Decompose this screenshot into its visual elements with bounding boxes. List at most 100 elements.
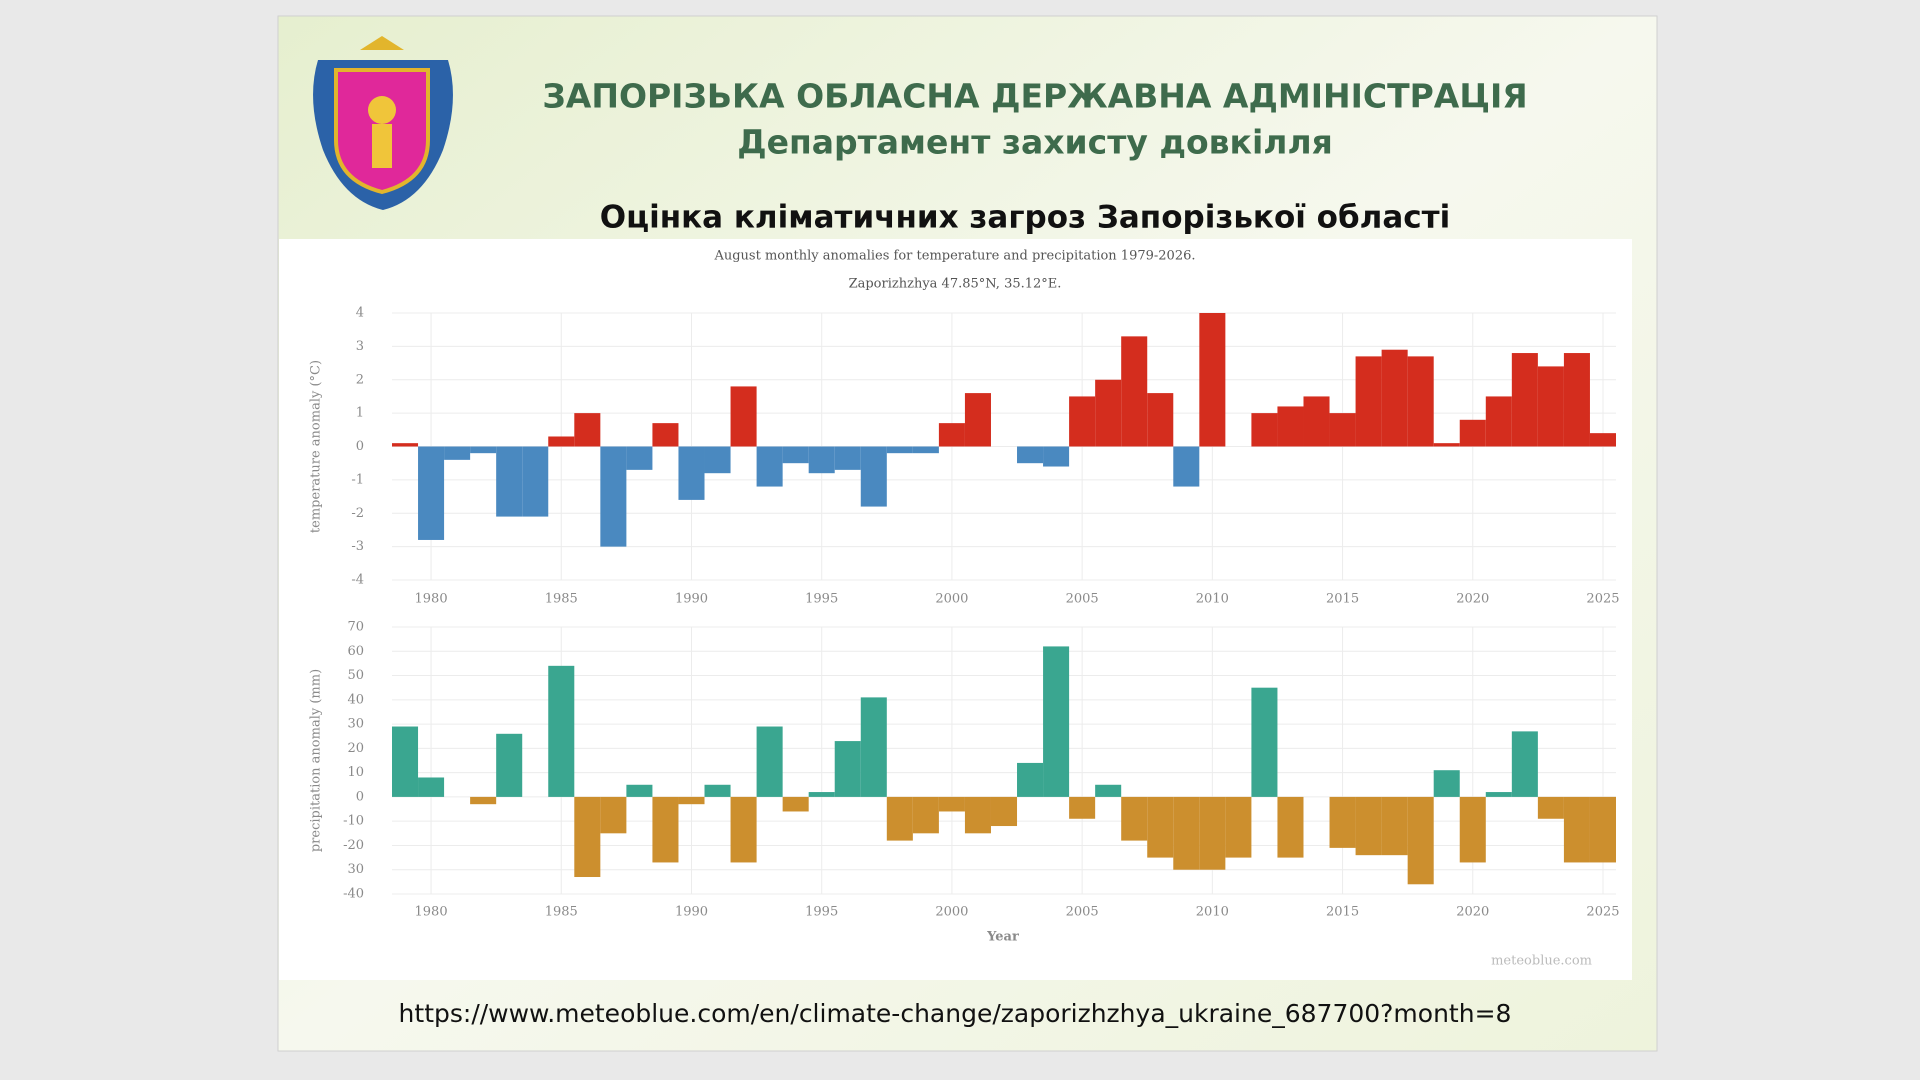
bar — [1537, 796, 1564, 819]
bar — [1563, 353, 1590, 447]
bar — [626, 784, 653, 797]
y-tick-label: 3 — [356, 339, 364, 354]
bar — [548, 436, 575, 447]
x-tick-label: 1980 — [415, 592, 448, 607]
y-tick-label: 2 — [356, 372, 364, 387]
bar — [886, 796, 913, 841]
bar — [418, 777, 445, 797]
x-tick-label: 2015 — [1326, 905, 1359, 920]
bar — [834, 741, 861, 797]
bar — [1407, 356, 1434, 447]
x-tick-label: 1990 — [675, 592, 708, 607]
bar — [1173, 446, 1200, 487]
bar — [912, 446, 939, 454]
bar — [1017, 762, 1044, 797]
department: Департамент захисту довкілля — [737, 123, 1333, 162]
x-tick-label: 2000 — [935, 905, 968, 920]
x-tick-label: 2025 — [1586, 905, 1619, 920]
bar — [1329, 413, 1356, 447]
x-tick-label: 1980 — [415, 905, 448, 920]
x-tick-label: 2010 — [1196, 905, 1229, 920]
x-tick-label: 2005 — [1066, 592, 1099, 607]
bar — [1199, 313, 1226, 447]
y-tick-label: 0 — [356, 439, 364, 454]
bar — [1485, 792, 1512, 797]
y-tick-label: -10 — [343, 814, 364, 829]
x-tick-label: 1995 — [805, 592, 838, 607]
x-tick-label: 2025 — [1586, 592, 1619, 607]
y-tick-label: 50 — [347, 668, 364, 683]
credit: meteoblue.com — [1491, 954, 1592, 969]
x-tick-label: 1990 — [675, 905, 708, 920]
bar — [392, 443, 419, 447]
x-tick-label: 2020 — [1456, 592, 1489, 607]
bar — [1303, 396, 1330, 447]
bar — [808, 446, 835, 474]
bar — [652, 796, 679, 863]
bar — [1043, 646, 1070, 797]
bar — [1199, 796, 1226, 870]
bar — [704, 446, 731, 474]
bar — [704, 784, 731, 797]
x-tick-label: 2000 — [935, 592, 968, 607]
y-tick-label: 30 — [347, 862, 364, 877]
bar — [990, 796, 1018, 827]
x-tick-label: 2010 — [1196, 592, 1229, 607]
bar — [418, 446, 445, 540]
bar — [1173, 796, 1200, 870]
bar — [1589, 796, 1616, 863]
bar — [1017, 446, 1044, 464]
bar — [1589, 433, 1616, 447]
bar — [964, 796, 991, 834]
bar — [1069, 396, 1096, 447]
bar — [1511, 353, 1538, 447]
bar — [1121, 796, 1148, 841]
x-axis-label: Year — [986, 930, 1019, 945]
bar — [782, 446, 809, 464]
bar — [1095, 379, 1122, 447]
bar — [1225, 796, 1252, 858]
bar — [886, 446, 913, 454]
bar — [678, 796, 705, 805]
bar — [1355, 356, 1382, 447]
bar — [548, 665, 575, 797]
bar — [860, 697, 887, 797]
bar — [496, 446, 523, 517]
bar — [782, 796, 809, 812]
y-tick-label: 1 — [356, 406, 364, 421]
bar — [938, 423, 965, 447]
bar — [1407, 796, 1434, 885]
bar — [730, 796, 757, 863]
y-tick-label: -40 — [343, 887, 364, 902]
bar — [652, 423, 679, 447]
slide-heading: Оцінка кліматичних загроз Запорізької об… — [600, 200, 1450, 236]
bar — [756, 726, 783, 797]
y-tick-label: 70 — [347, 620, 364, 635]
bar — [834, 446, 861, 470]
bar — [1433, 443, 1460, 447]
y-tick-label: -4 — [351, 573, 364, 588]
bar — [392, 726, 419, 797]
x-tick-label: 1985 — [545, 592, 578, 607]
y-tick-label: 40 — [347, 692, 364, 707]
coat-of-arms — [313, 36, 453, 210]
bar — [1563, 796, 1590, 863]
bar — [600, 446, 627, 547]
bar — [730, 386, 757, 447]
bar — [1251, 413, 1278, 447]
y-axis-label: precipitation anomaly (mm) — [309, 669, 324, 852]
bar — [1433, 770, 1460, 797]
bar — [1537, 366, 1564, 447]
bar — [1043, 446, 1070, 467]
y-tick-label: 4 — [356, 306, 364, 321]
x-tick-label: 1995 — [805, 905, 838, 920]
chart-title: August monthly anomalies for temperature… — [713, 249, 1195, 264]
bar — [1251, 687, 1278, 797]
bar — [1277, 796, 1304, 858]
y-tick-label: -20 — [343, 838, 364, 853]
bar — [860, 446, 887, 507]
bar — [1121, 336, 1148, 447]
x-tick-label: 2005 — [1066, 905, 1099, 920]
bar — [1511, 731, 1538, 797]
